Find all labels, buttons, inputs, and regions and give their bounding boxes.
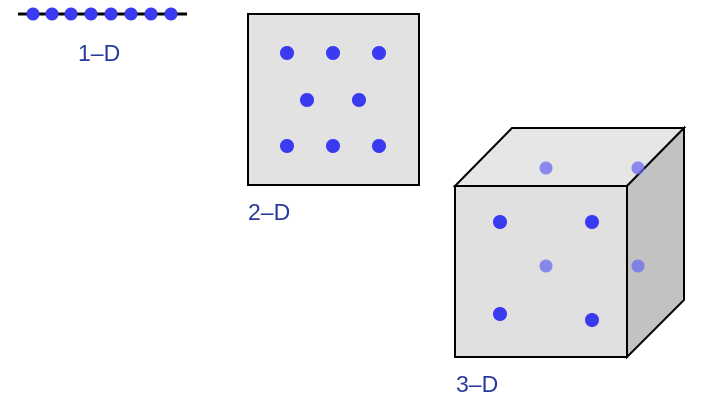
atom (164, 7, 178, 21)
atom (26, 7, 40, 21)
atom (631, 161, 645, 175)
atom (539, 161, 553, 175)
cube-front (454, 185, 628, 358)
atom (64, 7, 78, 21)
atom (280, 139, 294, 153)
label: 2–D (248, 199, 290, 225)
label: 3–D (456, 371, 498, 397)
atom (493, 307, 507, 321)
three-d-lattice: 3–D (452, 125, 687, 397)
atom (326, 46, 340, 60)
atom (326, 139, 340, 153)
atom (372, 139, 386, 153)
atom (84, 7, 98, 21)
atom (493, 215, 507, 229)
square (247, 13, 420, 186)
two-d-lattice: 2–D (247, 13, 420, 225)
atom (144, 7, 158, 21)
atom (45, 7, 59, 21)
atom (539, 259, 553, 273)
atom (104, 7, 118, 21)
atom (280, 46, 294, 60)
one-d-lattice: 1–D (18, 7, 187, 66)
atom (352, 93, 366, 107)
atom (585, 313, 599, 327)
atom (124, 7, 138, 21)
label: 1–D (78, 40, 120, 66)
atom (372, 46, 386, 60)
atom (585, 215, 599, 229)
atom (300, 93, 314, 107)
atom (631, 259, 645, 273)
